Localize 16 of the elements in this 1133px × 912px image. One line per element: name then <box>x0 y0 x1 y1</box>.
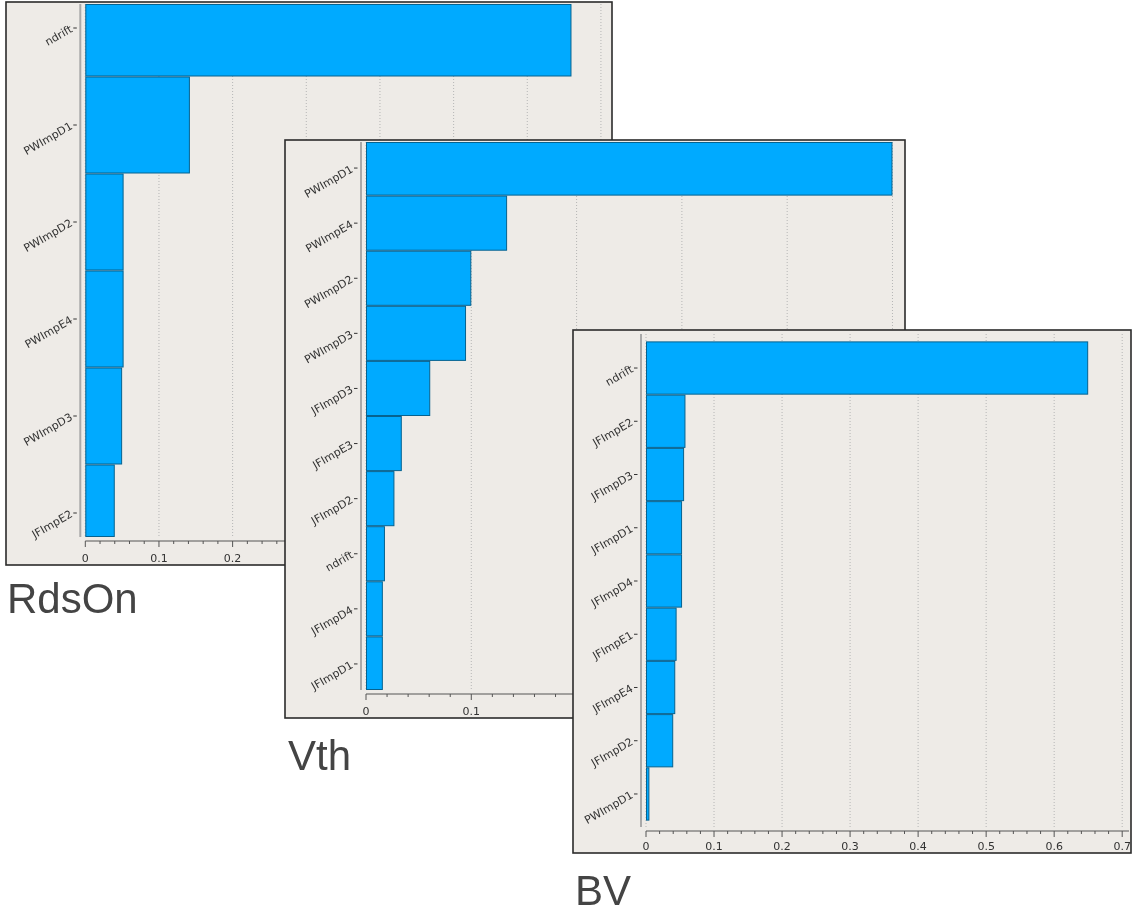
x-tick-label: 0.2 <box>223 552 242 565</box>
x-tick-label: 0 <box>81 552 89 565</box>
x-tick-label: 0.3 <box>841 840 859 853</box>
x-tick-label: 0.7 <box>1113 840 1131 853</box>
x-tick-label: 0.1 <box>150 552 168 565</box>
x-tick-label: 0.1 <box>462 705 481 718</box>
x-tick-label: 0.4 <box>909 840 927 853</box>
x-tick-label: 0.5 <box>977 840 995 853</box>
text: RdsOn <box>7 575 138 622</box>
x-tick-label: 0.2 <box>773 840 791 853</box>
x-tick-label: 0 <box>642 840 650 853</box>
x-tick-label: 0 <box>362 705 370 718</box>
text: Vth <box>288 732 352 779</box>
text: BV <box>575 867 632 912</box>
x-tick-label: 0.1 <box>705 840 723 853</box>
x-tick-label: 0.6 <box>1045 840 1063 853</box>
